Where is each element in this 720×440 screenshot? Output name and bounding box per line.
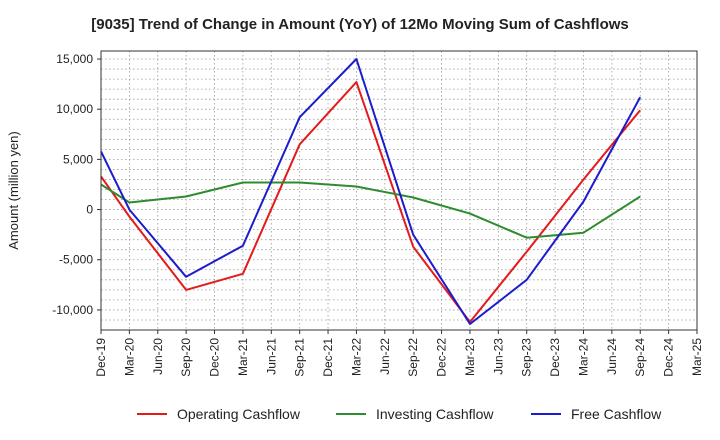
x-tick-label: Sep-20 (179, 338, 193, 377)
x-tick-label: Sep-22 (406, 338, 420, 377)
y-tick-label: 0 (86, 203, 93, 217)
y-tick-label: 5,000 (63, 152, 93, 166)
x-tick-label: Dec-22 (435, 338, 449, 377)
x-tick-label: Dec-21 (321, 338, 335, 377)
x-tick-label: Dec-20 (208, 338, 222, 377)
x-tick-label: Mar-21 (236, 338, 250, 376)
plot-frame (100, 50, 698, 331)
x-tick-label: Mar-22 (349, 338, 363, 376)
legend: Operating Cashflow Investing Cashflow Free… (137, 406, 662, 422)
x-tick-label: Sep-24 (633, 338, 647, 377)
series-line-investing-cashflow (100, 181, 641, 239)
x-tick-label: Sep-21 (293, 338, 307, 377)
chart-title: [9035] Trend of Change in Amount (YoY) o… (91, 16, 629, 33)
x-tick-label: Mar-23 (463, 338, 477, 376)
legend-label-investing-cashflow: Investing Cashflow (376, 406, 494, 422)
legend-label-free-cashflow: Free Cashflow (571, 406, 662, 422)
y-tick-label: 15,000 (56, 52, 93, 66)
series-line-free-cashflow (100, 58, 642, 325)
x-tick-label: Mar-24 (576, 338, 590, 376)
grid-layer (100, 51, 698, 331)
x-tick-label: Sep-23 (520, 338, 534, 377)
x-tick-label: Jun-24 (605, 338, 619, 375)
tick-layer: Dec-19 Mar-20 Jun-20 Sep-20 Dec-20 Mar-21 Jun-… (52, 52, 704, 377)
x-tick-label: Dec-23 (548, 338, 562, 377)
y-tick-label: -5,000 (59, 253, 93, 267)
x-tick-label: Jun-21 (264, 338, 278, 375)
x-tick-label: Jun-23 (491, 338, 505, 375)
x-tick-label: Mar-20 (122, 338, 136, 376)
x-tick-label: Dec-19 (94, 338, 108, 377)
y-axis-title: Amount (million yen) (6, 131, 21, 250)
series-line-operating-cashflow (100, 81, 641, 323)
x-tick-label: Jun-22 (378, 338, 392, 375)
series-layer (100, 58, 642, 325)
y-tick-label: -10,000 (52, 303, 93, 317)
x-tick-label: Dec-24 (662, 338, 676, 377)
legend-label-operating-cashflow: Operating Cashflow (177, 406, 301, 422)
x-tick-label: Mar-25 (690, 338, 704, 376)
x-tick-label: Jun-20 (151, 338, 165, 375)
y-tick-label: 10,000 (56, 102, 93, 116)
